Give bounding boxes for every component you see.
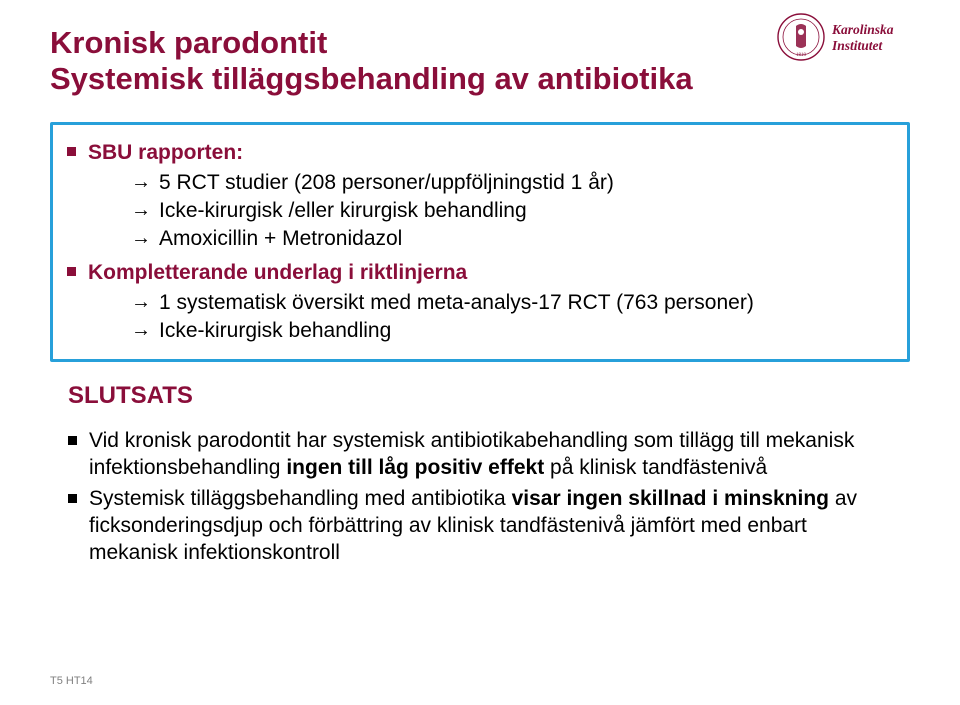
slide: 1810 Karolinska Institutet Kronisk parod…: [0, 0, 960, 705]
svg-text:Karolinska: Karolinska: [832, 22, 894, 37]
bullet-sbu: SBU rapporten:: [67, 139, 887, 166]
arrow-item: → Amoxicillin + Metronidazol: [67, 225, 887, 252]
conclusion-item: Vid kronisk parodontit har systemisk ant…: [68, 428, 882, 482]
title-line-1: Kronisk parodontit: [50, 25, 327, 60]
arrow-icon: →: [131, 197, 151, 223]
conclusion-item: Systemisk tilläggsbehandling med antibio…: [68, 486, 882, 567]
square-bullet-icon: [67, 147, 76, 156]
arrow-icon: →: [131, 169, 151, 195]
conclusion-list: Vid kronisk parodontit har systemisk ant…: [50, 428, 910, 566]
logo-area: 1810 Karolinska Institutet: [776, 12, 922, 62]
arrow-text: Amoxicillin + Metronidazol: [159, 225, 402, 252]
arrow-item: → 1 systematisk översikt med meta-analys…: [67, 289, 887, 316]
conclusion-text: Vid kronisk parodontit har systemisk ant…: [89, 428, 882, 482]
ki-wordmark-icon: Karolinska Institutet: [832, 19, 922, 55]
arrow-item: → 5 RCT studier (208 personer/uppföljnin…: [67, 169, 887, 196]
kompletterande-heading: Kompletterande underlag i riktlinjerna: [88, 259, 467, 286]
svg-text:Institutet: Institutet: [832, 38, 884, 53]
arrow-icon: →: [131, 225, 151, 251]
conclusion-text: Systemisk tilläggsbehandling med antibio…: [89, 486, 882, 567]
conclusion-post: på klinisk tandfästenivå: [544, 456, 767, 479]
arrow-item: → Icke-kirurgisk /eller kirurgisk behand…: [67, 197, 887, 224]
square-bullet-icon: [67, 267, 76, 276]
footer-text: T5 HT14: [50, 675, 93, 687]
arrow-item: → Icke-kirurgisk behandling: [67, 317, 887, 344]
conclusion-bold: visar ingen skillnad i minskning: [512, 487, 829, 510]
arrow-text: Icke-kirurgisk behandling: [159, 317, 391, 344]
evidence-box: SBU rapporten: → 5 RCT studier (208 pers…: [50, 122, 910, 362]
conclusion-pre: Systemisk tilläggsbehandling med antibio…: [89, 487, 512, 510]
arrow-text: 5 RCT studier (208 personer/uppföljnings…: [159, 169, 614, 196]
arrow-icon: →: [131, 289, 151, 315]
title-line-2: Systemisk tilläggsbehandling av antibiot…: [50, 61, 693, 96]
square-bullet-icon: [68, 436, 77, 445]
conclusion-bold: ingen till låg positiv effekt: [286, 456, 544, 479]
square-bullet-icon: [68, 494, 77, 503]
bullet-kompletterande: Kompletterande underlag i riktlinjerna: [67, 259, 887, 286]
arrow-icon: →: [131, 317, 151, 343]
svg-text:1810: 1810: [796, 53, 807, 58]
ki-seal-icon: 1810: [776, 12, 826, 62]
arrow-text: 1 systematisk översikt med meta-analys-1…: [159, 289, 754, 316]
sbu-heading: SBU rapporten:: [88, 139, 243, 166]
slutsats-heading: SLUTSATS: [68, 382, 910, 410]
arrow-text: Icke-kirurgisk /eller kirurgisk behandli…: [159, 197, 527, 224]
